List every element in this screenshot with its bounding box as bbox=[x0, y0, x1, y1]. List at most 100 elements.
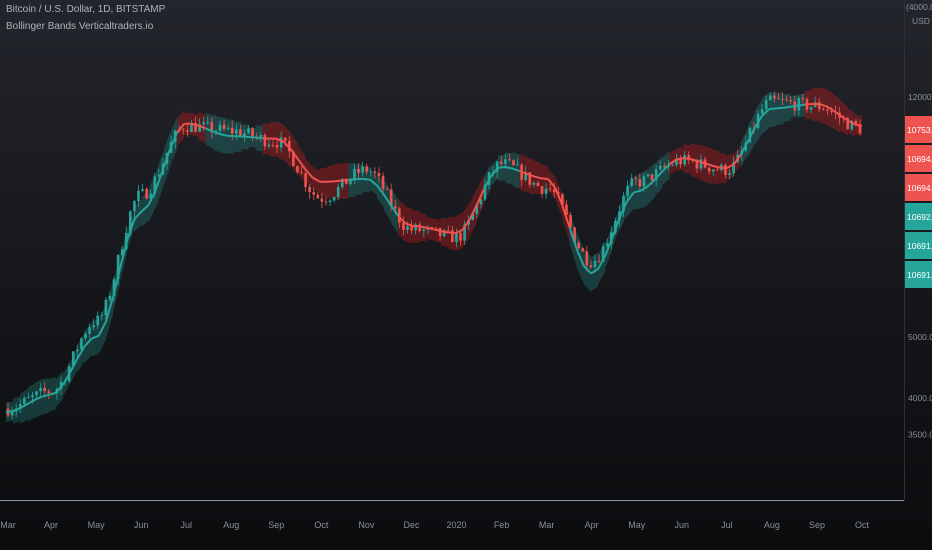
time-axis-label: Apr bbox=[44, 520, 58, 530]
candle-body bbox=[671, 164, 674, 166]
bollinger-midline-segment bbox=[540, 177, 549, 181]
bollinger-midline-segment bbox=[519, 170, 528, 175]
time-axis-label: May bbox=[628, 520, 646, 530]
bollinger-midline-segment bbox=[154, 169, 164, 190]
candle-body bbox=[76, 349, 79, 352]
candle-body bbox=[577, 242, 581, 249]
bollinger-midline-segment bbox=[661, 163, 671, 173]
candle-body bbox=[536, 182, 540, 187]
candle-body bbox=[149, 193, 153, 199]
time-axis-label: Aug bbox=[764, 520, 780, 530]
time-axis-label: May bbox=[88, 520, 106, 530]
candle-body bbox=[92, 325, 95, 328]
symbol-legend[interactable]: Bitcoin / U.S. Dollar, 1D, BITSTAMP bbox=[6, 4, 166, 15]
candle-body bbox=[760, 109, 764, 114]
bollinger-midline-segment bbox=[719, 166, 727, 170]
bollinger-midline-segment bbox=[161, 148, 172, 170]
bollinger-midline-segment bbox=[62, 371, 72, 386]
candle-body bbox=[854, 120, 858, 125]
price-axis[interactable]: 12000.00 5000.00 4000.00 3500.00 (4000.00) US… bbox=[906, 2, 932, 440]
candle-body bbox=[438, 227, 442, 237]
bollinger-midline-segment bbox=[776, 106, 784, 110]
candle-body bbox=[186, 130, 189, 132]
candle-body bbox=[528, 172, 532, 185]
bollinger-midline-segment bbox=[654, 170, 664, 180]
candle-body bbox=[71, 351, 75, 367]
candle-body bbox=[275, 144, 279, 148]
bollinger-midline-segment bbox=[568, 227, 578, 250]
candle-body bbox=[296, 166, 299, 173]
candle-body bbox=[194, 123, 197, 132]
candle-body bbox=[304, 173, 307, 188]
bollinger-midline-segment bbox=[5, 410, 14, 414]
candle-body bbox=[365, 166, 369, 172]
time-axis-label: Jun bbox=[675, 520, 690, 530]
candle-body bbox=[263, 135, 267, 147]
candle-body bbox=[10, 411, 14, 416]
bollinger-midline-segment bbox=[561, 205, 571, 228]
bollinger-midline-segment bbox=[198, 124, 207, 130]
bollinger-midline-segment bbox=[697, 160, 706, 165]
price-axis-panel[interactable] bbox=[904, 0, 932, 500]
candle-body bbox=[569, 214, 572, 228]
candle-body bbox=[675, 158, 678, 165]
time-axis[interactable]: Mar Apr May Jun Jul Aug Sep Oct Nov Dec 2020 Feb Mar… bbox=[0, 520, 869, 530]
candle-body bbox=[593, 260, 597, 268]
time-axis-label: Jul bbox=[721, 520, 733, 530]
candle-body bbox=[381, 175, 385, 189]
candle-body bbox=[357, 168, 360, 173]
candle-body bbox=[691, 160, 695, 162]
candle-body bbox=[218, 124, 222, 131]
bollinger-midline-segment bbox=[248, 135, 256, 139]
indicator-legend[interactable]: Bollinger Bands Verticaltraders.io bbox=[6, 21, 154, 32]
price-tag-label: 10753.96 bbox=[907, 125, 932, 135]
price-tag bbox=[904, 174, 932, 201]
bollinger-midline-segment bbox=[104, 296, 114, 323]
bollinger-band-layer bbox=[6, 86, 862, 424]
candle-body bbox=[622, 195, 625, 212]
candle-body bbox=[393, 206, 397, 209]
candle-body bbox=[349, 179, 352, 185]
time-axis-label: Mar bbox=[0, 520, 16, 530]
bollinger-midline-segment bbox=[376, 184, 385, 196]
candle-body bbox=[336, 187, 340, 198]
candle-body bbox=[328, 200, 332, 202]
price-tag bbox=[904, 116, 932, 143]
candle-body bbox=[446, 230, 450, 231]
bollinger-midline-segment bbox=[547, 178, 557, 189]
candle-body bbox=[707, 167, 711, 172]
bollinger-midline-segment bbox=[468, 204, 478, 220]
candle-body bbox=[418, 224, 422, 232]
bollinger-midline-segment bbox=[640, 185, 649, 192]
candle-body bbox=[39, 387, 42, 392]
candle-body bbox=[230, 127, 234, 134]
bollinger-midline-segment bbox=[818, 103, 827, 108]
time-axis-label: Sep bbox=[809, 520, 825, 530]
bollinger-midline-segment bbox=[754, 115, 763, 128]
time-axis-label: 2020 bbox=[447, 520, 467, 530]
candle-body bbox=[406, 226, 409, 230]
currency-label: USD bbox=[912, 16, 930, 26]
candle-body bbox=[116, 254, 120, 280]
candle-body bbox=[100, 315, 104, 317]
bollinger-midline-segment bbox=[526, 172, 535, 178]
bollinger-midline-segment bbox=[711, 164, 720, 169]
candle-body bbox=[777, 98, 780, 100]
candle-body bbox=[377, 173, 381, 176]
candle-body bbox=[846, 118, 850, 130]
bollinger-midline-segment bbox=[241, 135, 249, 138]
bollinger-midline-segment bbox=[475, 188, 485, 206]
candle-body bbox=[226, 127, 230, 129]
bollinger-midline-segment bbox=[704, 162, 713, 167]
bollinger-midline-segment bbox=[746, 126, 756, 142]
candle-body bbox=[573, 227, 576, 243]
candle-body bbox=[235, 129, 238, 134]
candle-body bbox=[251, 128, 254, 137]
price-axis-top-label: (4000.00) bbox=[906, 2, 932, 12]
candle-body bbox=[797, 98, 801, 111]
candle-body bbox=[202, 122, 205, 125]
candle-body bbox=[27, 397, 30, 399]
bollinger-midline-segment bbox=[790, 104, 798, 108]
bollinger-midline-segment bbox=[433, 228, 442, 233]
